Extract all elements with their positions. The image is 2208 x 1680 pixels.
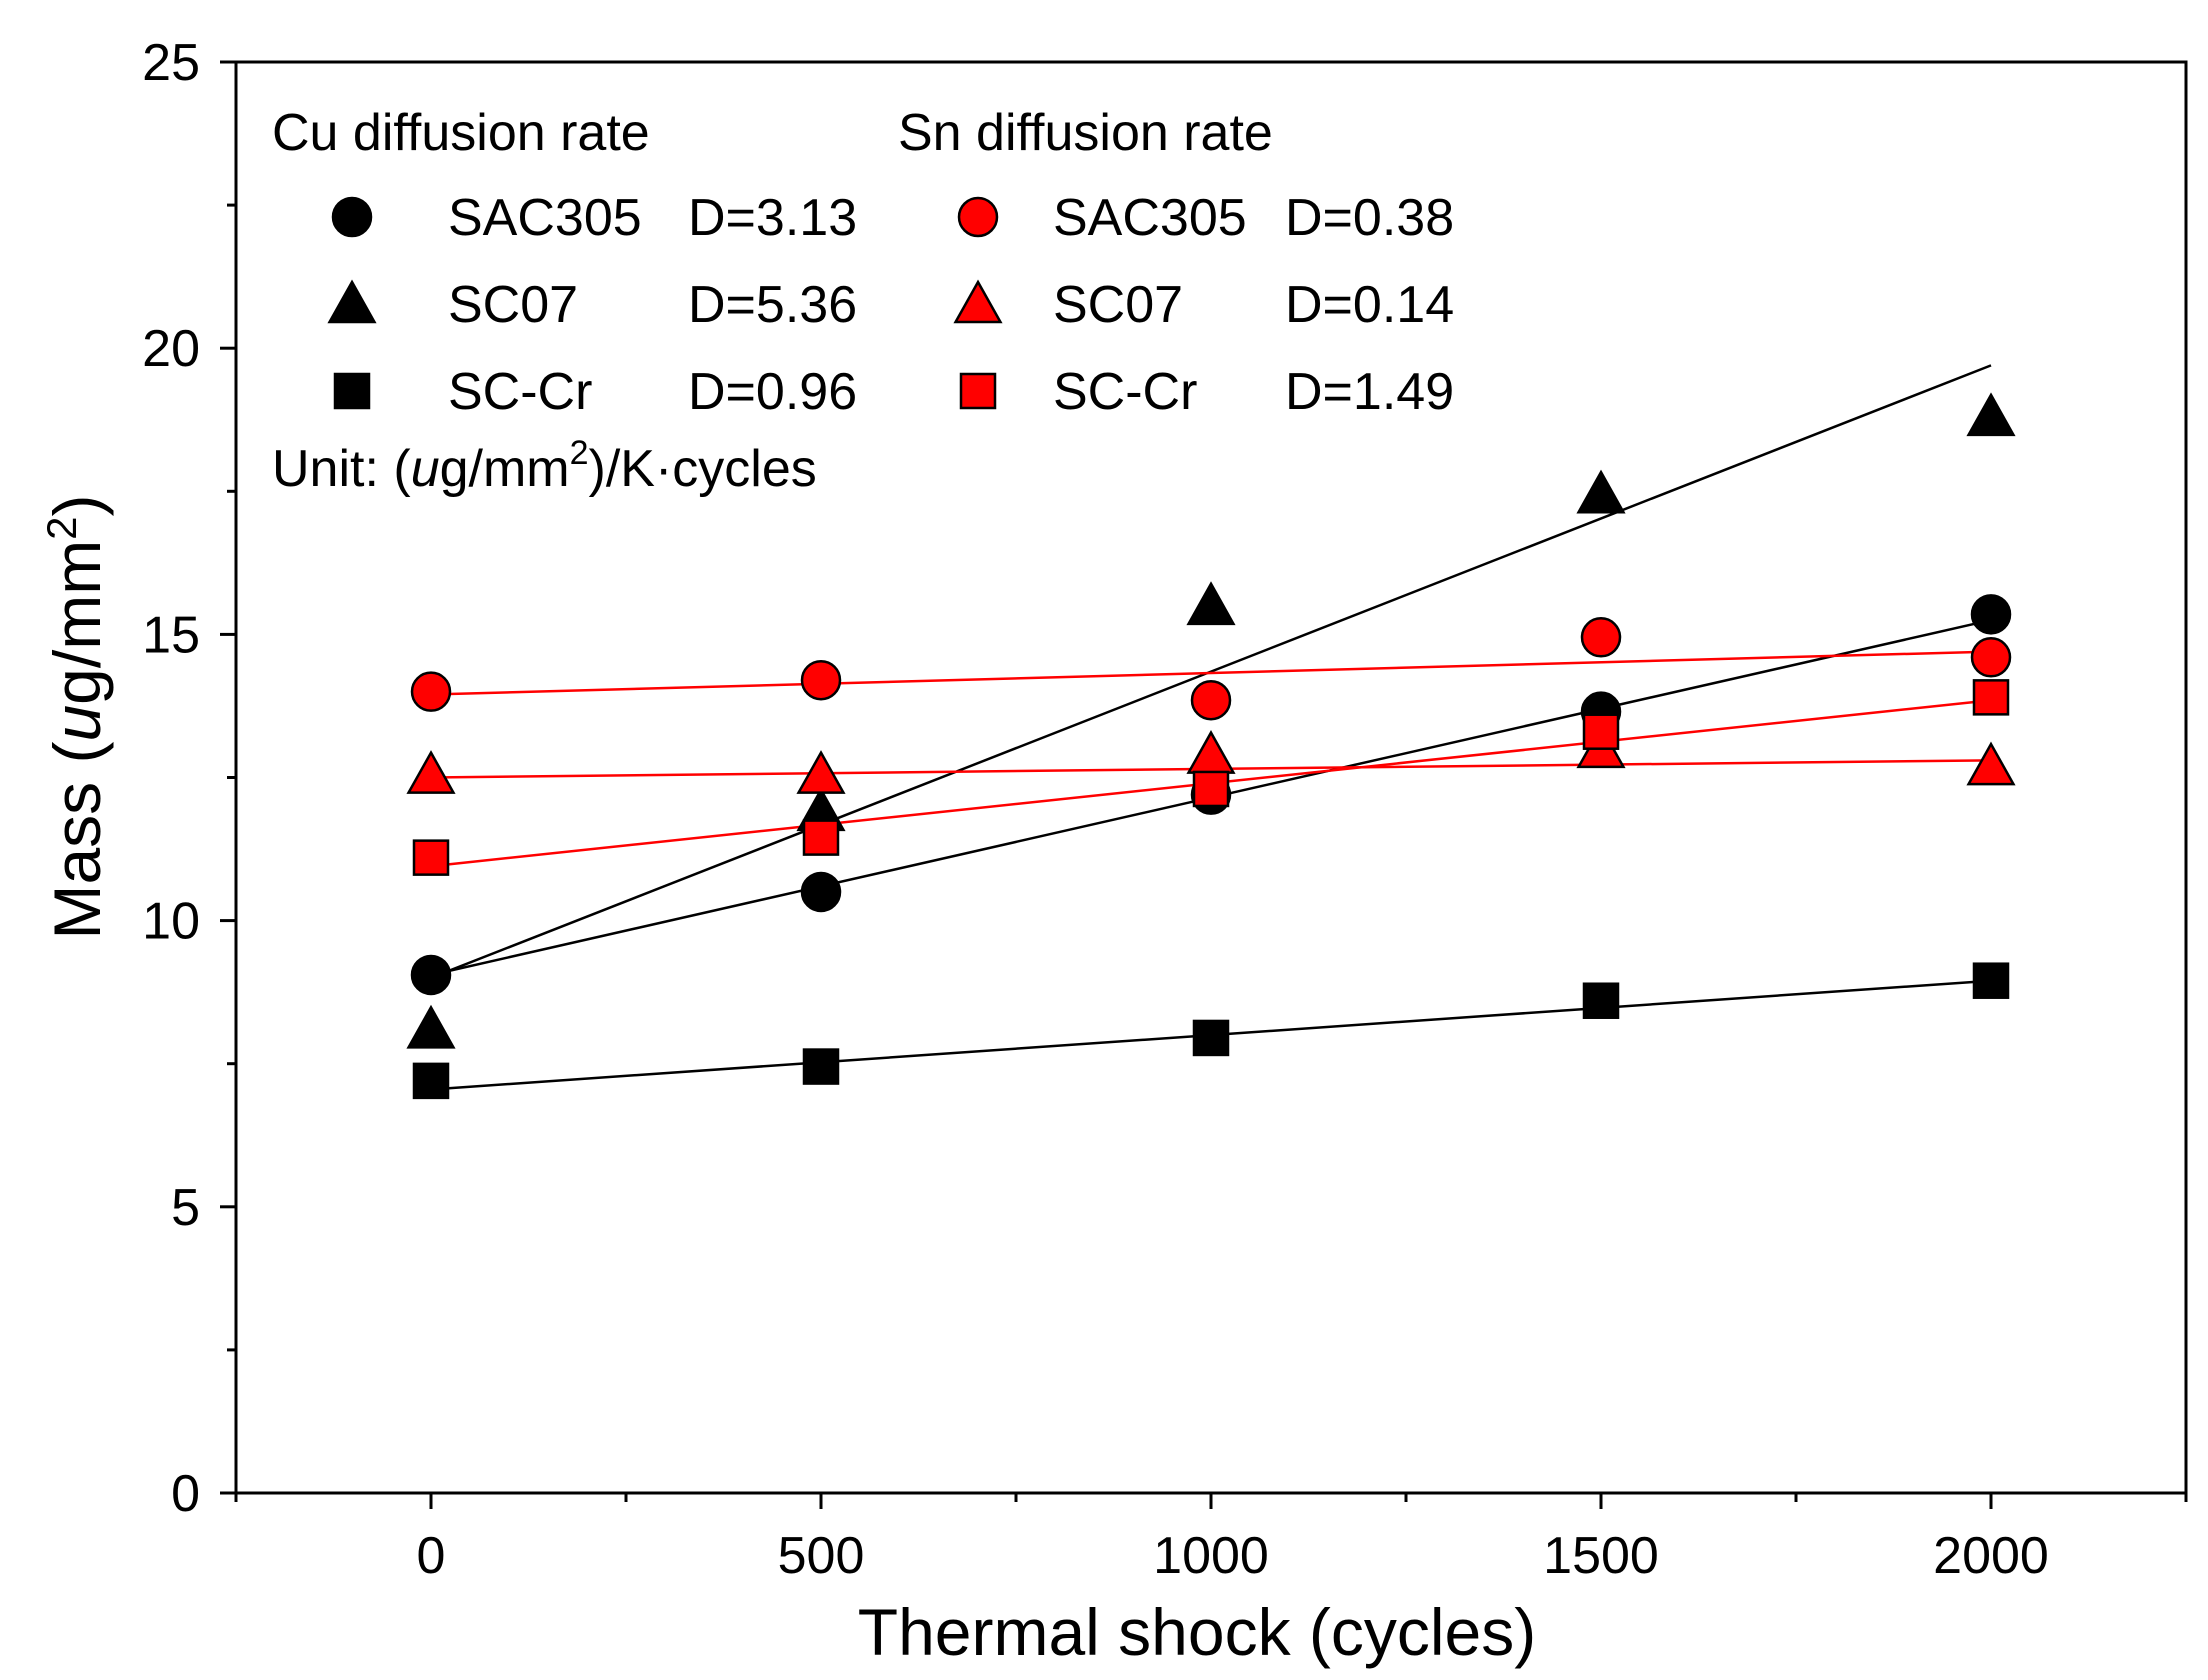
x-tick-label: 500 <box>778 1527 865 1585</box>
legend-cu-sccr-name: SC-Cr <box>448 363 592 421</box>
legend-marker-cu-sac305 <box>331 196 373 238</box>
markers-group <box>406 392 2016 1100</box>
data-point-sn-sc-cr <box>1972 679 2010 716</box>
data-point-cu-sc-cr <box>1192 1019 1230 1057</box>
y-axis-title-suffix: ) <box>40 494 114 516</box>
data-point-sn-sc07 <box>406 750 456 794</box>
legend-cu-sac305-name: SAC305 <box>448 189 642 247</box>
x-tick-label: 0 <box>417 1527 446 1585</box>
data-point-sn-sc-cr <box>802 819 840 856</box>
data-point-cu-sac305 <box>410 954 452 996</box>
data-point-sn-sac305 <box>1190 679 1232 721</box>
legend: Cu diffusion rate Sn diffusion rate SAC3… <box>272 104 1454 498</box>
y-tick-label: 5 <box>171 1179 200 1237</box>
legend-sn-header: Sn diffusion rate <box>898 104 1273 162</box>
data-point-sn-sac305 <box>1580 617 1622 658</box>
data-point-cu-sc07 <box>1576 469 1626 514</box>
y-tick-label: 15 <box>142 606 200 664</box>
y-tick-label: 10 <box>142 893 200 951</box>
legend-cu-sac305-d: D=3.13 <box>688 189 857 247</box>
legend-unit-mid: g/mm <box>440 440 570 498</box>
x-axis-title: Thermal shock (cycles) <box>858 1595 1536 1669</box>
legend-cu-sc07-name: SC07 <box>448 276 578 334</box>
fit-line-sn-sac305 <box>430 650 1992 696</box>
data-point-cu-sc07 <box>1966 392 2016 437</box>
legend-sn-sc07-name: SC07 <box>1053 276 1183 334</box>
legend-unit-sup: 2 <box>570 434 589 472</box>
x-tick-label: 2000 <box>1933 1527 2049 1585</box>
data-point-sn-sc-cr <box>1582 713 1620 750</box>
y-tick-label: 25 <box>142 34 200 92</box>
legend-markers-group <box>327 196 1003 410</box>
legend-sn-sccr-d: D=1.49 <box>1285 363 1454 421</box>
data-point-sn-sc-cr <box>412 839 450 876</box>
data-point-cu-sc07 <box>1186 581 1236 626</box>
legend-cu-sc07-d: D=5.36 <box>688 276 857 334</box>
data-point-cu-sc-cr <box>1972 962 2010 999</box>
legend-sn-sc07-d: D=0.14 <box>1285 276 1454 334</box>
legend-unit-suffix: )/K·cycles <box>589 440 817 498</box>
legend-marker-sn-sc07 <box>953 279 1003 324</box>
legend-cu-sccr-d: D=0.96 <box>688 363 857 421</box>
y-axis-title-sup: 2 <box>38 516 85 539</box>
legend-cu-header: Cu diffusion rate <box>272 104 650 162</box>
data-point-sn-sc-cr <box>1192 770 1230 808</box>
legend-sn-sac305-d: D=0.38 <box>1285 189 1454 247</box>
legend-unit-prefix: Unit: ( <box>272 440 411 498</box>
legend-marker-sn-sac305 <box>957 196 999 238</box>
data-point-sn-sac305 <box>1970 637 2012 678</box>
legend-marker-cu-sc07 <box>327 279 377 324</box>
data-point-cu-sc-cr <box>802 1048 840 1085</box>
y-axis-title: Mass (ug/mm2) <box>38 494 114 939</box>
data-point-cu-sc07 <box>406 1004 456 1049</box>
tick-labels-group: 0 500 1000 1500 2000 0 5 10 15 20 25 <box>142 34 2049 1585</box>
legend-unit-italic: u <box>411 440 440 498</box>
legend-unit: Unit: (ug/mm2)/K·cycles <box>272 434 817 498</box>
fit-line-cu-sc07 <box>430 364 1992 980</box>
axis-ticks-group <box>220 60 2188 1509</box>
x-tick-label: 1500 <box>1543 1527 1659 1585</box>
data-point-cu-sc-cr <box>1582 982 1620 1019</box>
data-point-cu-sac305 <box>800 871 842 913</box>
data-point-sn-sac305 <box>800 659 842 701</box>
data-point-sn-sac305 <box>410 671 452 712</box>
legend-marker-sn-sc-cr <box>959 372 997 410</box>
legend-sn-sccr-name: SC-Cr <box>1053 363 1197 421</box>
y-tick-label: 0 <box>171 1465 200 1523</box>
y-axis-title-mid: g/mm <box>40 540 114 705</box>
y-tick-label: 20 <box>142 320 200 378</box>
x-tick-label: 1000 <box>1153 1527 1269 1585</box>
data-point-sn-sc07 <box>796 750 846 794</box>
legend-sn-sac305-name: SAC305 <box>1053 189 1247 247</box>
legend-marker-cu-sc-cr <box>333 372 371 410</box>
data-point-cu-sac305 <box>1970 594 2012 635</box>
y-axis-title-italic: u <box>40 705 114 742</box>
data-point-cu-sc-cr <box>412 1062 450 1100</box>
y-axis-title-prefix: Mass ( <box>40 742 114 940</box>
data-point-sn-sc07 <box>1966 741 2016 786</box>
